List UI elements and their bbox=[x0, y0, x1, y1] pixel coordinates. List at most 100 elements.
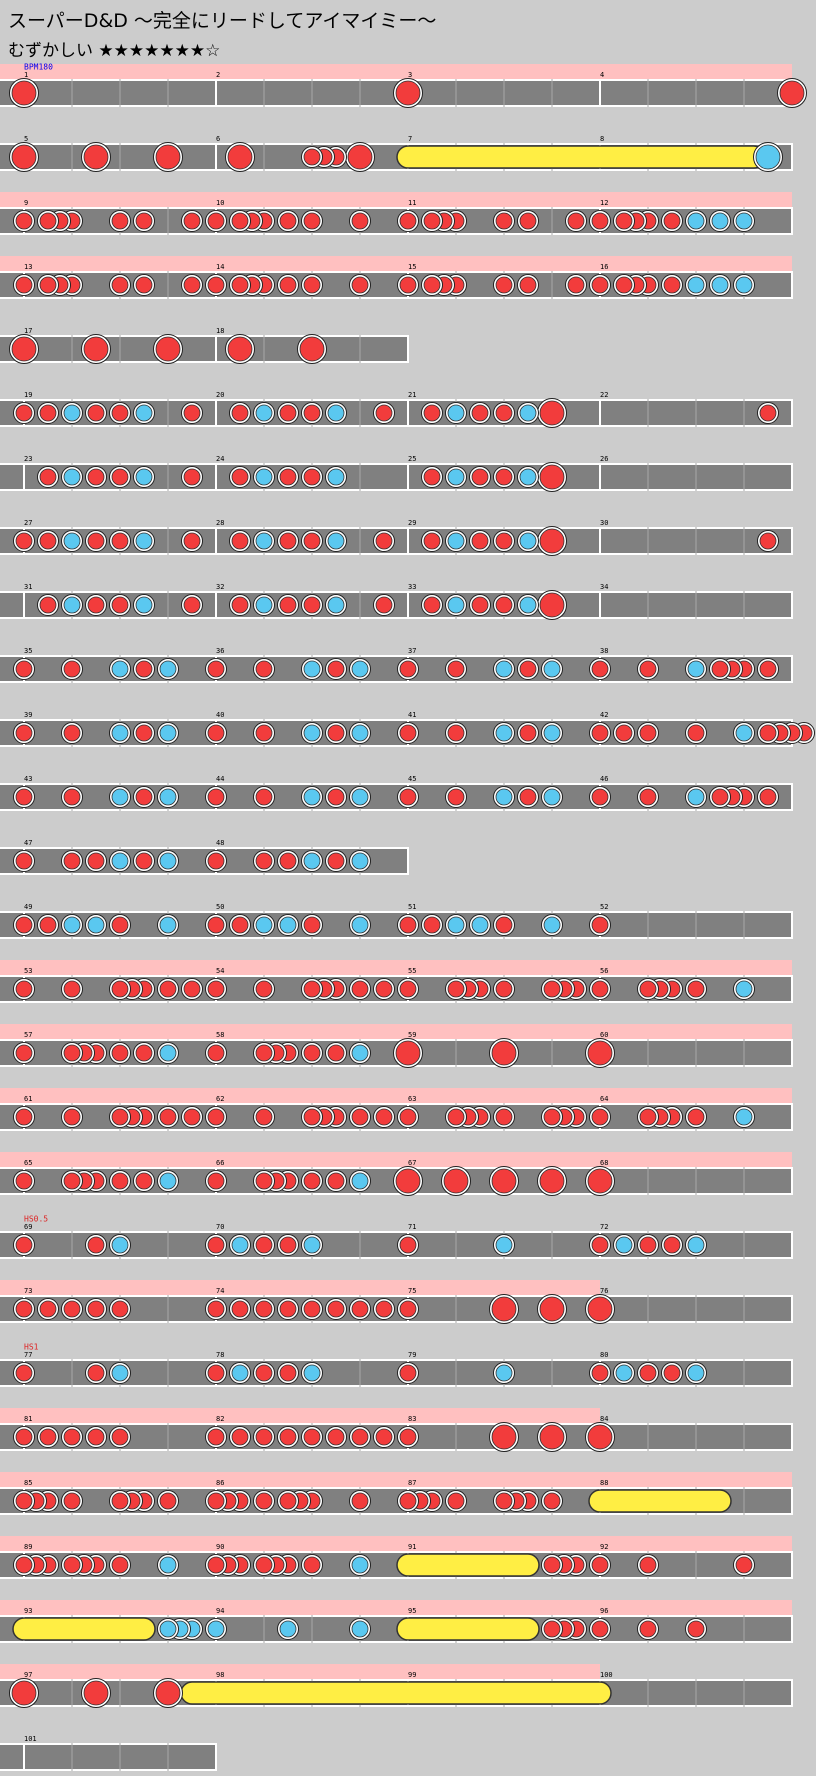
measure-number: 42 bbox=[600, 711, 608, 719]
measure-number: 33 bbox=[408, 583, 416, 591]
don-note-face bbox=[39, 596, 57, 614]
don-note-face bbox=[491, 1424, 517, 1450]
ka-note-face bbox=[255, 532, 273, 550]
measure-number: 52 bbox=[600, 903, 608, 911]
lane bbox=[0, 1743, 216, 1771]
measure-number: 100 bbox=[600, 1671, 613, 1679]
don-note-face bbox=[399, 1300, 417, 1318]
don-note-face bbox=[11, 144, 37, 170]
don-note-face bbox=[591, 1364, 609, 1382]
gogo-band bbox=[0, 1536, 792, 1553]
don-note-face bbox=[255, 980, 273, 998]
don-note-face bbox=[539, 400, 565, 426]
don-note-face bbox=[135, 276, 153, 294]
don-note-face bbox=[15, 852, 33, 870]
don-note-face bbox=[759, 404, 777, 422]
don-note-face bbox=[399, 980, 417, 998]
ka-note-face bbox=[351, 852, 369, 870]
measure-number: 35 bbox=[24, 647, 32, 655]
ka-note-face bbox=[351, 916, 369, 934]
don-note-face bbox=[279, 1236, 297, 1254]
don-note-face bbox=[539, 1424, 565, 1450]
ka-note-face bbox=[711, 212, 729, 230]
ka-note-face bbox=[327, 404, 345, 422]
measure-number: 87 bbox=[408, 1479, 416, 1487]
ka-note-face bbox=[351, 1556, 369, 1574]
ka-note-face bbox=[351, 660, 369, 678]
don-note-face bbox=[207, 1556, 225, 1574]
ka-note-face bbox=[543, 724, 561, 742]
gogo-band bbox=[0, 1664, 600, 1681]
don-note-face bbox=[495, 404, 513, 422]
ka-note-face bbox=[255, 468, 273, 486]
lane bbox=[0, 719, 792, 747]
measure-number: 86 bbox=[216, 1479, 224, 1487]
don-note-face bbox=[279, 276, 297, 294]
don-note-face bbox=[231, 532, 249, 550]
ka-note-face bbox=[351, 1172, 369, 1190]
don-note-face bbox=[447, 724, 465, 742]
ka-note-face bbox=[159, 1044, 177, 1062]
lane bbox=[0, 271, 792, 299]
don-note-face bbox=[231, 596, 249, 614]
don-note-face bbox=[639, 1108, 657, 1126]
don-note-face bbox=[111, 596, 129, 614]
ka-note-face bbox=[543, 788, 561, 806]
don-note-face bbox=[423, 916, 441, 934]
measure-number: 57 bbox=[24, 1031, 32, 1039]
don-note-face bbox=[63, 1300, 81, 1318]
don-note-face bbox=[399, 1428, 417, 1446]
don-note-face bbox=[159, 1108, 177, 1126]
ka-note-face bbox=[159, 916, 177, 934]
don-note-face bbox=[207, 1044, 225, 1062]
don-note-face bbox=[111, 532, 129, 550]
measure-number: 31 bbox=[24, 583, 32, 591]
gogo-band bbox=[0, 1600, 792, 1617]
measure-number: 32 bbox=[216, 583, 224, 591]
measure-number: 70 bbox=[216, 1223, 224, 1231]
don-note-face bbox=[759, 724, 777, 742]
don-note-face bbox=[351, 1428, 369, 1446]
ka-note-face bbox=[255, 596, 273, 614]
measure-number: 67 bbox=[408, 1159, 416, 1167]
don-note-face bbox=[231, 916, 249, 934]
don-note-face bbox=[495, 916, 513, 934]
don-note-face bbox=[591, 1108, 609, 1126]
measure-number: 47 bbox=[24, 839, 32, 847]
drumroll bbox=[12, 1617, 156, 1641]
don-note-face bbox=[87, 1236, 105, 1254]
ka-note-face bbox=[135, 596, 153, 614]
don-note-face bbox=[423, 276, 441, 294]
don-note-face bbox=[207, 1300, 225, 1318]
ka-note-face bbox=[327, 468, 345, 486]
don-note-face bbox=[539, 1296, 565, 1322]
difficulty-stars: ★★★★★★★☆ bbox=[98, 41, 221, 61]
don-note-face bbox=[327, 1428, 345, 1446]
measure-number: 91 bbox=[408, 1543, 416, 1551]
don-note-face bbox=[63, 788, 81, 806]
measure-number: 93 bbox=[24, 1607, 32, 1615]
don-note-face bbox=[207, 1428, 225, 1446]
don-note-face bbox=[591, 276, 609, 294]
ka-note-face bbox=[543, 660, 561, 678]
measure-number: 81 bbox=[24, 1415, 32, 1423]
measure-number: 50 bbox=[216, 903, 224, 911]
don-note-face bbox=[471, 596, 489, 614]
lane bbox=[0, 1231, 792, 1259]
don-note-face bbox=[231, 1428, 249, 1446]
don-note-face bbox=[303, 148, 321, 166]
don-note-face bbox=[759, 788, 777, 806]
don-note-face bbox=[231, 1300, 249, 1318]
ka-note-face bbox=[303, 1364, 321, 1382]
ka-note-face bbox=[135, 468, 153, 486]
don-note-face bbox=[39, 404, 57, 422]
don-note-face bbox=[491, 1296, 517, 1322]
measure-number: 77 bbox=[24, 1351, 32, 1359]
don-note-face bbox=[567, 276, 585, 294]
don-note-face bbox=[687, 980, 705, 998]
ka-note-face bbox=[87, 916, 105, 934]
ka-note-face bbox=[471, 916, 489, 934]
ka-note-face bbox=[111, 852, 129, 870]
don-note-face bbox=[587, 1040, 613, 1066]
don-note-face bbox=[63, 980, 81, 998]
